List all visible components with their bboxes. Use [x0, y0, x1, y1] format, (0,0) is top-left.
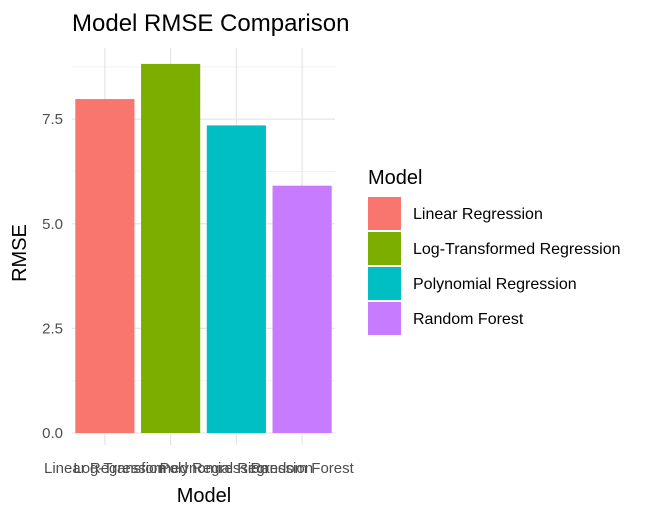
legend: Model Linear Regression Log-Transformed R… [368, 167, 621, 335]
legend-label: Linear Regression [413, 206, 543, 223]
x-tick-label: Linear Regression [44, 460, 166, 477]
chart-title: Model RMSE Comparison [72, 10, 349, 37]
x-tick-label: Log-Transformed Regression [73, 460, 268, 477]
y-tick-label: 5.0 [42, 216, 63, 233]
legend-label: Log-Transformed Regression [413, 241, 621, 258]
y-axis-title: RMSE [9, 224, 31, 282]
legend-swatch [368, 232, 401, 265]
legend-title: Model [368, 167, 422, 189]
y-tick-label: 0.0 [42, 425, 63, 442]
y-tick-labels: 0.0 2.5 5.0 7.5 [42, 111, 63, 442]
bars [75, 63, 332, 434]
bar-polynomial-regression [206, 125, 266, 433]
bar-random-forest [272, 185, 332, 433]
bar-log-transformed-regression [141, 63, 201, 434]
x-tick-label: Polynomial Regression [160, 460, 313, 477]
legend-label: Polynomial Regression [413, 276, 577, 293]
y-tick-label: 7.5 [42, 111, 63, 128]
legend-swatch [368, 267, 401, 300]
legend-swatch [368, 197, 401, 230]
x-tick-label: Random Forest [250, 460, 354, 477]
legend-label: Random Forest [413, 311, 524, 328]
bar-linear-regression [75, 99, 135, 433]
legend-swatch [368, 302, 401, 335]
y-tick-label: 2.5 [42, 320, 63, 337]
legend-items: Linear Regression Log-Transformed Regress… [368, 197, 621, 335]
x-axis-title: Model [177, 485, 231, 507]
